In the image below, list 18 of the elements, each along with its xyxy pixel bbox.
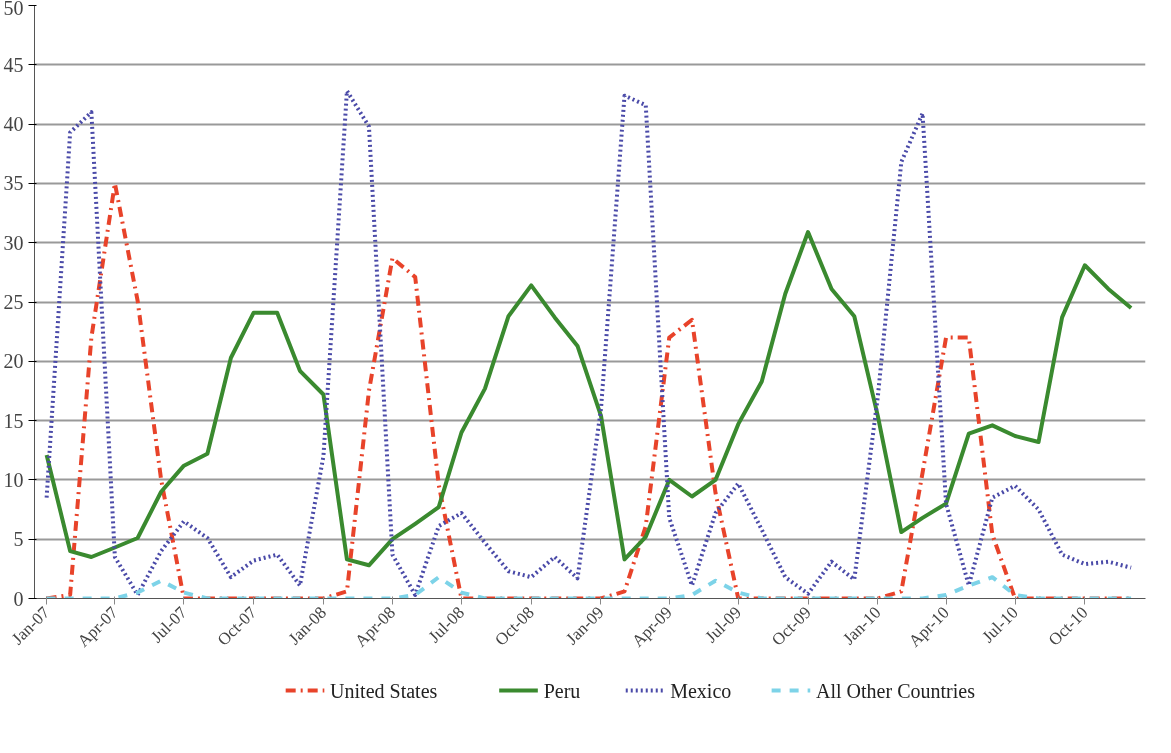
legend-label: Mexico [670,679,732,702]
legend-label: United States [330,679,438,702]
y-tick-label: 5 [13,528,24,551]
y-tick-label: 45 [3,53,24,76]
y-tick-label: 50 [3,0,24,19]
y-tick-label: 25 [3,291,24,313]
y-tick-label: 15 [3,409,24,432]
y-tick-label: 30 [3,231,24,254]
line-series [44,88,1134,597]
line-series [44,230,1134,568]
y-tick-label: 35 [3,172,24,195]
legend-label: All Other Countries [816,679,976,702]
legend-label: Peru [543,679,581,702]
y-tick-label: 0 [13,587,24,610]
line-series [44,575,1134,599]
y-tick-label: 20 [3,350,24,373]
y-tick-label: 40 [3,113,24,136]
y-tick-label: 10 [3,468,24,491]
